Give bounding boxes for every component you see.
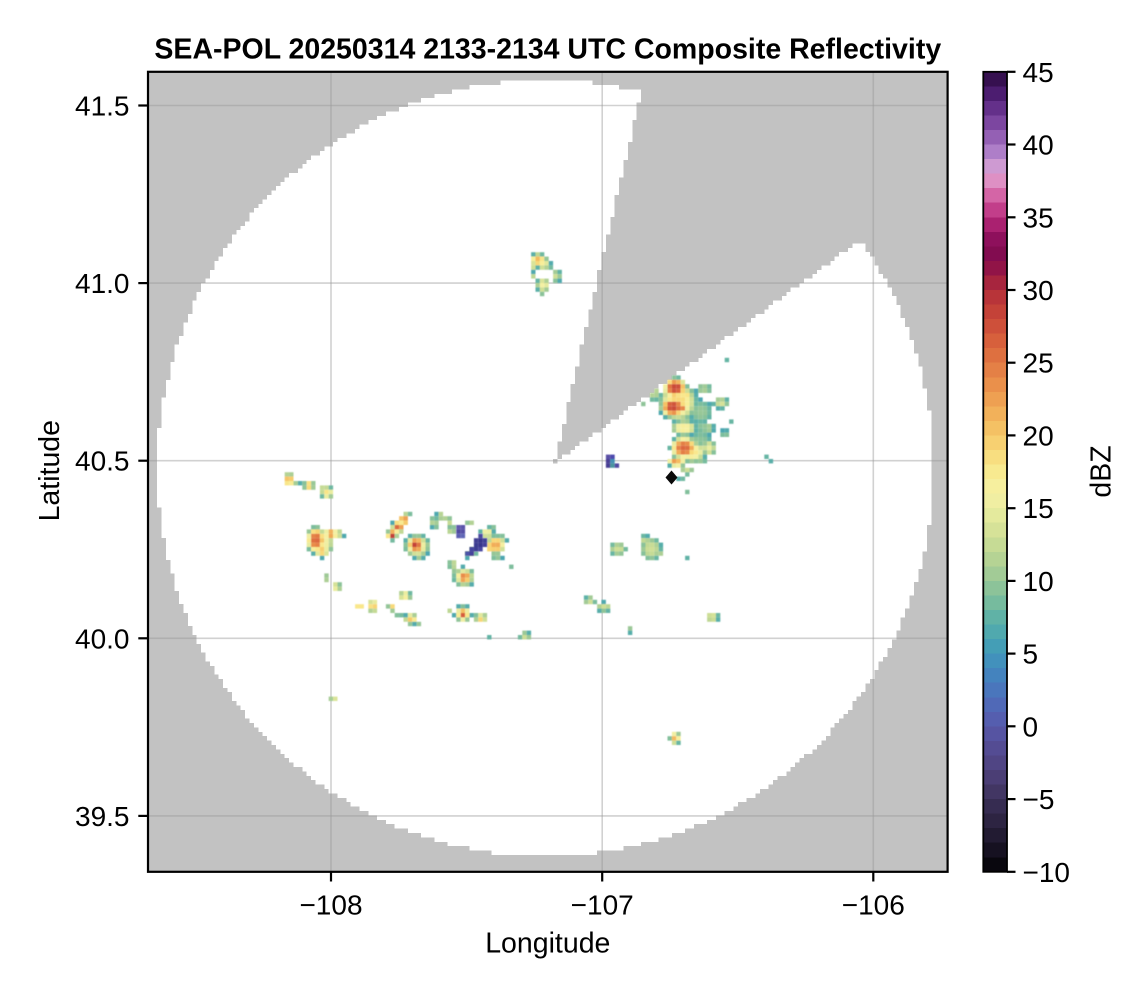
svg-text:10: 10 xyxy=(1023,566,1054,597)
svg-text:−106: −106 xyxy=(842,889,905,920)
svg-text:−107: −107 xyxy=(571,889,634,920)
svg-text:35: 35 xyxy=(1023,202,1054,233)
svg-text:20: 20 xyxy=(1023,420,1054,451)
svg-text:45: 45 xyxy=(1023,57,1054,88)
svg-text:Latitude: Latitude xyxy=(34,420,66,521)
svg-text:39.5: 39.5 xyxy=(75,801,130,832)
svg-text:40.0: 40.0 xyxy=(75,623,130,654)
svg-text:41.5: 41.5 xyxy=(75,91,130,122)
svg-text:30: 30 xyxy=(1023,275,1054,306)
svg-text:41.0: 41.0 xyxy=(75,268,130,299)
svg-text:0: 0 xyxy=(1023,711,1039,742)
svg-text:SEA-POL 20250314 2133-2134 UTC: SEA-POL 20250314 2133-2134 UTC Composite… xyxy=(154,34,941,66)
svg-text:15: 15 xyxy=(1023,493,1054,524)
svg-text:Longitude: Longitude xyxy=(485,928,610,960)
svg-text:dBZ: dBZ xyxy=(1086,445,1118,497)
svg-text:40: 40 xyxy=(1023,130,1054,161)
svg-text:−10: −10 xyxy=(1023,857,1071,888)
svg-text:−108: −108 xyxy=(299,889,362,920)
svg-text:5: 5 xyxy=(1023,639,1039,670)
svg-text:40.5: 40.5 xyxy=(75,446,130,477)
svg-text:−5: −5 xyxy=(1023,784,1055,815)
svg-text:25: 25 xyxy=(1023,348,1054,379)
